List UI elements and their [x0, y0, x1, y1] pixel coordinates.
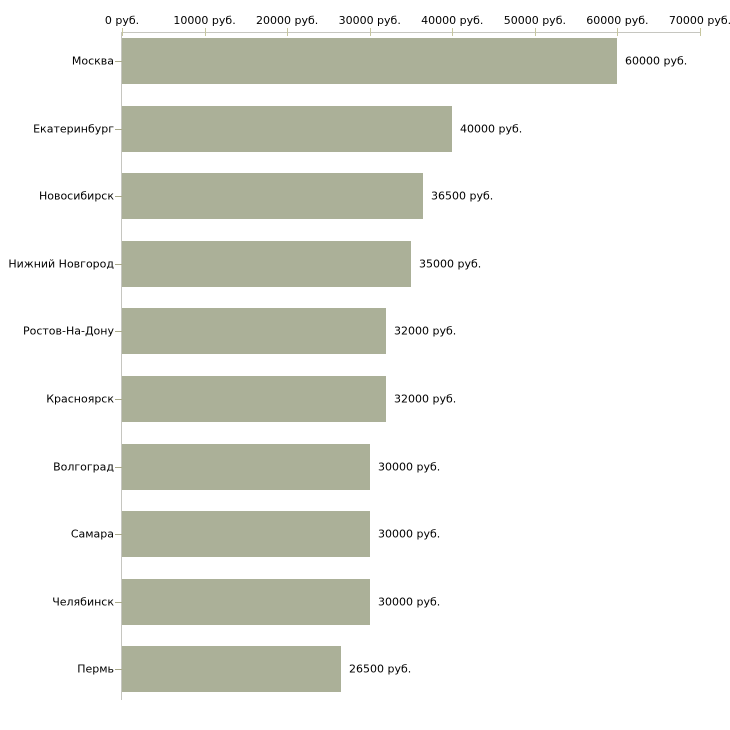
- x-axis-tick: [452, 28, 453, 36]
- bar-Екатеринбург: [122, 106, 452, 152]
- category-label: Москва: [71, 54, 114, 68]
- category-tick: [115, 264, 122, 265]
- value-label: 36500 руб.: [431, 189, 494, 203]
- bar-Москва: [122, 38, 617, 84]
- x-axis-line: [122, 32, 700, 33]
- value-label: 30000 руб.: [378, 527, 441, 541]
- category-tick: [115, 196, 122, 197]
- x-axis-tick: [700, 28, 701, 36]
- x-axis-tick: [287, 28, 288, 36]
- x-axis-tick: [122, 28, 123, 36]
- x-axis-tick-label: 20000 руб.: [256, 14, 319, 27]
- category-tick: [115, 129, 122, 130]
- category-tick: [115, 331, 122, 332]
- x-axis-tick-label: 70000 руб.: [668, 14, 730, 27]
- bar-Красноярск: [122, 376, 386, 422]
- value-label: 60000 руб.: [625, 54, 688, 68]
- value-label: 30000 руб.: [378, 460, 441, 474]
- category-tick: [115, 669, 122, 670]
- category-label: Нижний Новгород: [8, 257, 114, 271]
- category-tick: [115, 61, 122, 62]
- category-label: Ростов-На-Дону: [22, 324, 114, 338]
- bar-Нижний Новгород: [122, 241, 411, 287]
- x-axis-tick-label: 30000 руб.: [338, 14, 401, 27]
- value-label: 32000 руб.: [394, 324, 457, 338]
- bar-Пермь: [122, 646, 341, 692]
- category-label: Красноярск: [46, 392, 114, 406]
- category-tick: [115, 534, 122, 535]
- bar-Волгоград: [122, 444, 370, 490]
- x-axis-tick: [535, 28, 536, 36]
- category-tick: [115, 602, 122, 603]
- category-tick: [115, 399, 122, 400]
- category-label: Волгоград: [53, 460, 114, 474]
- x-axis-tick-label: 10000 руб.: [173, 14, 236, 27]
- value-label: 32000 руб.: [394, 392, 457, 406]
- value-label: 30000 руб.: [378, 595, 441, 609]
- category-label: Пермь: [77, 662, 114, 676]
- x-axis-tick-label: 40000 руб.: [421, 14, 484, 27]
- bar-Челябинск: [122, 579, 370, 625]
- x-axis-tick: [617, 28, 618, 36]
- x-axis-tick: [370, 28, 371, 36]
- value-label: 26500 руб.: [349, 662, 412, 676]
- x-axis-tick: [205, 28, 206, 36]
- bar-Самара: [122, 511, 370, 557]
- x-axis-tick-label: 50000 руб.: [503, 14, 566, 27]
- bar-Ростов-На-Дону: [122, 308, 386, 354]
- category-label: Новосибирск: [38, 189, 114, 203]
- category-tick: [115, 467, 122, 468]
- category-label: Челябинск: [52, 595, 114, 609]
- value-label: 35000 руб.: [419, 257, 482, 271]
- value-label: 40000 руб.: [460, 122, 523, 136]
- y-axis-line: [121, 32, 122, 700]
- x-axis-tick-label: 0 руб.: [104, 14, 140, 27]
- category-label: Екатеринбург: [33, 122, 114, 136]
- category-label: Самара: [70, 527, 114, 541]
- bar-Новосибирск: [122, 173, 423, 219]
- x-axis-tick-label: 60000 руб.: [586, 14, 649, 27]
